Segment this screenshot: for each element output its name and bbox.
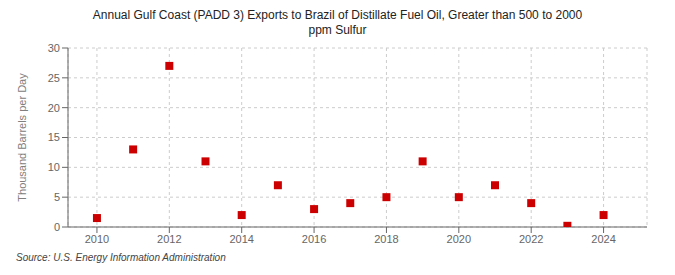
svg-text:0: 0: [54, 221, 60, 233]
svg-text:15: 15: [48, 131, 60, 143]
svg-text:2020: 2020: [447, 233, 471, 245]
html-text:Source: U.S. Energy Informatio: Source: U.S. Energy Information Administ…: [16, 252, 226, 263]
svg-text:2016: 2016: [302, 233, 326, 245]
svg-text:25: 25: [48, 72, 60, 84]
svg-text:Thousand Barrels per Day: Thousand Barrels per Day: [16, 73, 28, 202]
html-text:Annual Gulf Coast (PADD 3) Exp: Annual Gulf Coast (PADD 3) Exports to Br…: [92, 8, 583, 22]
svg-text:10: 10: [48, 161, 60, 173]
svg-text:2022: 2022: [519, 233, 543, 245]
svg-text:5: 5: [54, 191, 60, 203]
svg-text:20: 20: [48, 102, 60, 114]
html-text:ppm Sulfur: ppm Sulfur: [308, 23, 367, 37]
svg-text:2010: 2010: [85, 233, 109, 245]
svg-text:2014: 2014: [229, 233, 253, 245]
svg-text:2018: 2018: [374, 233, 398, 245]
svg-text:2024: 2024: [591, 233, 615, 245]
svg-text:2012: 2012: [157, 233, 181, 245]
svg-text:30: 30: [48, 42, 60, 54]
